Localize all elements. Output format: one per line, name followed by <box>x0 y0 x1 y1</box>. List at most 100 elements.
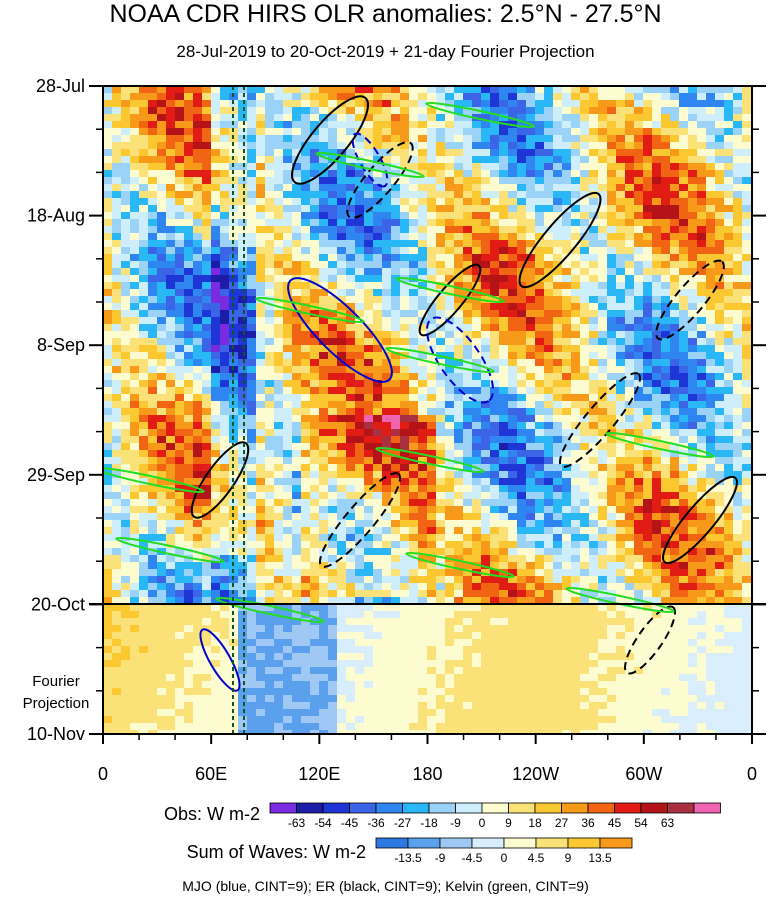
heatmap-cell <box>265 513 275 521</box>
heatmap-cell <box>166 436 176 444</box>
heatmap-cell <box>625 443 635 451</box>
heatmap-cell <box>697 436 707 444</box>
heatmap-cell <box>670 513 680 521</box>
heatmap-cell <box>697 149 707 157</box>
heatmap-cell <box>544 212 554 220</box>
heatmap-cell <box>625 366 635 374</box>
heatmap-cell <box>571 142 581 150</box>
heatmap-cell <box>454 170 464 178</box>
heatmap-cell <box>598 233 608 241</box>
heatmap-cell <box>112 331 122 339</box>
heatmap-cell <box>319 261 329 269</box>
heatmap-cell <box>535 128 545 136</box>
heatmap-cell <box>157 492 167 500</box>
heatmap-cell <box>715 149 725 157</box>
heatmap-cell <box>733 128 743 136</box>
heatmap-cell <box>580 499 590 507</box>
heatmap-cell <box>463 191 473 199</box>
heatmap-cell <box>418 408 428 416</box>
heatmap-cell <box>661 205 671 213</box>
heatmap-cell <box>391 380 401 388</box>
heatmap-cell <box>535 534 545 542</box>
heatmap-cell <box>112 135 122 143</box>
heatmap-cell <box>364 170 374 178</box>
heatmap-cell <box>382 436 392 444</box>
heatmap-cell <box>625 156 635 164</box>
heatmap-cell <box>607 121 617 129</box>
heatmap-cell <box>562 261 572 269</box>
heatmap-cell <box>445 191 455 199</box>
heatmap-cell <box>256 163 266 171</box>
heatmap-cell <box>373 100 383 108</box>
heatmap-cell <box>454 93 464 101</box>
heatmap-cell <box>445 128 455 136</box>
heatmap-cell <box>355 429 365 437</box>
heatmap-cell <box>508 401 518 409</box>
heatmap-cell <box>643 422 653 430</box>
heatmap-cell <box>112 478 122 486</box>
heatmap-cell <box>346 107 356 115</box>
heatmap-cell <box>472 156 482 164</box>
heatmap-cell <box>715 485 725 493</box>
heatmap-cell <box>553 541 563 549</box>
heatmap-cell <box>616 184 626 192</box>
heatmap-cell <box>274 142 284 150</box>
heatmap-cell <box>562 212 572 220</box>
heatmap-cell <box>571 450 581 458</box>
heatmap-cell <box>742 100 752 108</box>
heatmap-cell <box>247 548 257 556</box>
heatmap-cell <box>211 289 221 297</box>
heatmap-cell <box>544 317 554 325</box>
heatmap-cell <box>544 338 554 346</box>
heatmap-cell <box>112 142 122 150</box>
heatmap-cell <box>256 107 266 115</box>
heatmap-cell <box>319 394 329 402</box>
heatmap-cell <box>625 485 635 493</box>
heatmap-cell <box>391 352 401 360</box>
heatmap-cell <box>238 443 248 451</box>
heatmap-cell <box>283 513 293 521</box>
heatmap-cell <box>517 205 527 213</box>
heatmap-cell <box>193 387 203 395</box>
heatmap-cell <box>454 373 464 381</box>
heatmap-cell <box>265 527 275 535</box>
heatmap-cell <box>112 177 122 185</box>
heatmap-cell <box>391 184 401 192</box>
heatmap-cell <box>292 436 302 444</box>
heatmap-cell <box>166 471 176 479</box>
heatmap-cell <box>472 373 482 381</box>
heatmap-cell <box>535 275 545 283</box>
heatmap-cell <box>715 380 725 388</box>
heatmap-cell <box>202 212 212 220</box>
heatmap-cell <box>112 86 122 94</box>
heatmap-cell <box>391 93 401 101</box>
heatmap-cell <box>526 401 536 409</box>
heatmap-cell <box>580 240 590 248</box>
heatmap-cell <box>634 261 644 269</box>
heatmap-cell <box>382 394 392 402</box>
heatmap-cell <box>544 177 554 185</box>
heatmap-cell <box>238 387 248 395</box>
heatmap-cell <box>436 415 446 423</box>
heatmap-cell <box>139 485 149 493</box>
heatmap-cell <box>715 198 725 206</box>
heatmap-cell <box>445 436 455 444</box>
heatmap-cell <box>742 296 752 304</box>
heatmap-cell <box>238 513 248 521</box>
heatmap-cell <box>274 310 284 318</box>
heatmap-cell <box>643 275 653 283</box>
heatmap-cell <box>445 93 455 101</box>
heatmap-cell <box>544 296 554 304</box>
heatmap-cell <box>139 156 149 164</box>
heatmap-cell <box>742 184 752 192</box>
heatmap-cell <box>103 121 113 129</box>
heatmap-cell <box>535 541 545 549</box>
heatmap-cell <box>598 485 608 493</box>
heatmap-cell <box>463 128 473 136</box>
heatmap-cell <box>715 408 725 416</box>
heatmap-cell <box>337 548 347 556</box>
heatmap-cell <box>625 548 635 556</box>
heatmap-cell <box>175 331 185 339</box>
heatmap-cell <box>427 513 437 521</box>
heatmap-cell <box>175 534 185 542</box>
